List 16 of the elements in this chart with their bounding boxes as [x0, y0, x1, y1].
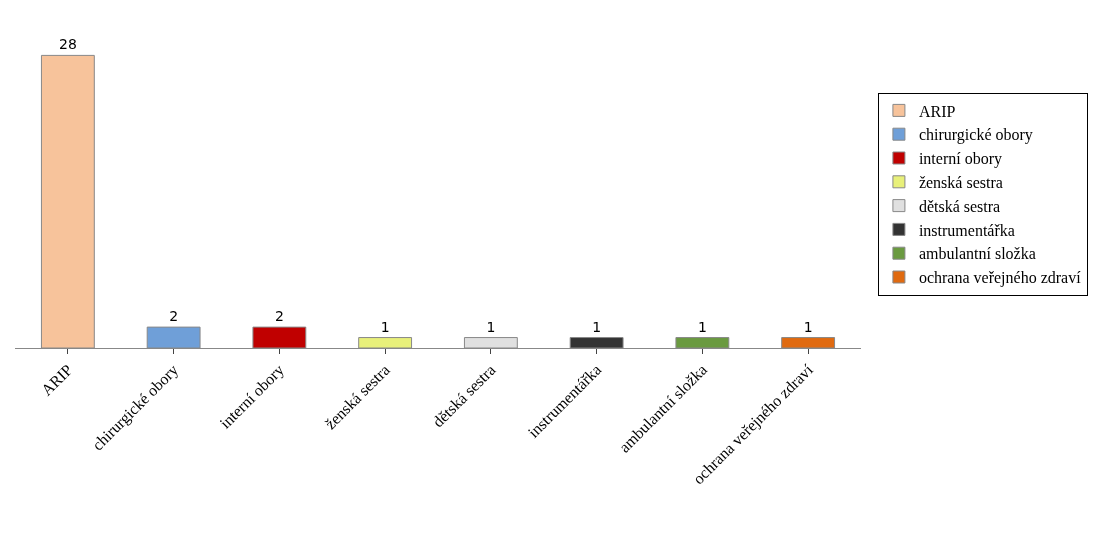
- data-label: 1: [803, 318, 813, 335]
- legend-label: ochrana veřejného zdraví: [918, 269, 1082, 288]
- data-label: 2: [169, 308, 179, 325]
- data-label: 1: [486, 318, 496, 335]
- legend-label: interní obory: [918, 150, 1003, 169]
- data-label: 2: [274, 308, 284, 325]
- legend-label: chirurgické obory: [918, 126, 1033, 145]
- data-label: 1: [380, 318, 390, 335]
- legend-label: ženská sestra: [918, 174, 1003, 192]
- legend-label: dětská sestra: [918, 197, 1001, 215]
- data-label: 1: [592, 318, 602, 335]
- data-label: 1: [697, 318, 707, 335]
- data-label: 28: [58, 36, 77, 53]
- legend-label: ambulantní složka: [918, 245, 1036, 263]
- legend-label: ARIP: [918, 102, 956, 120]
- legend-label: instrumentářka: [918, 221, 1015, 239]
